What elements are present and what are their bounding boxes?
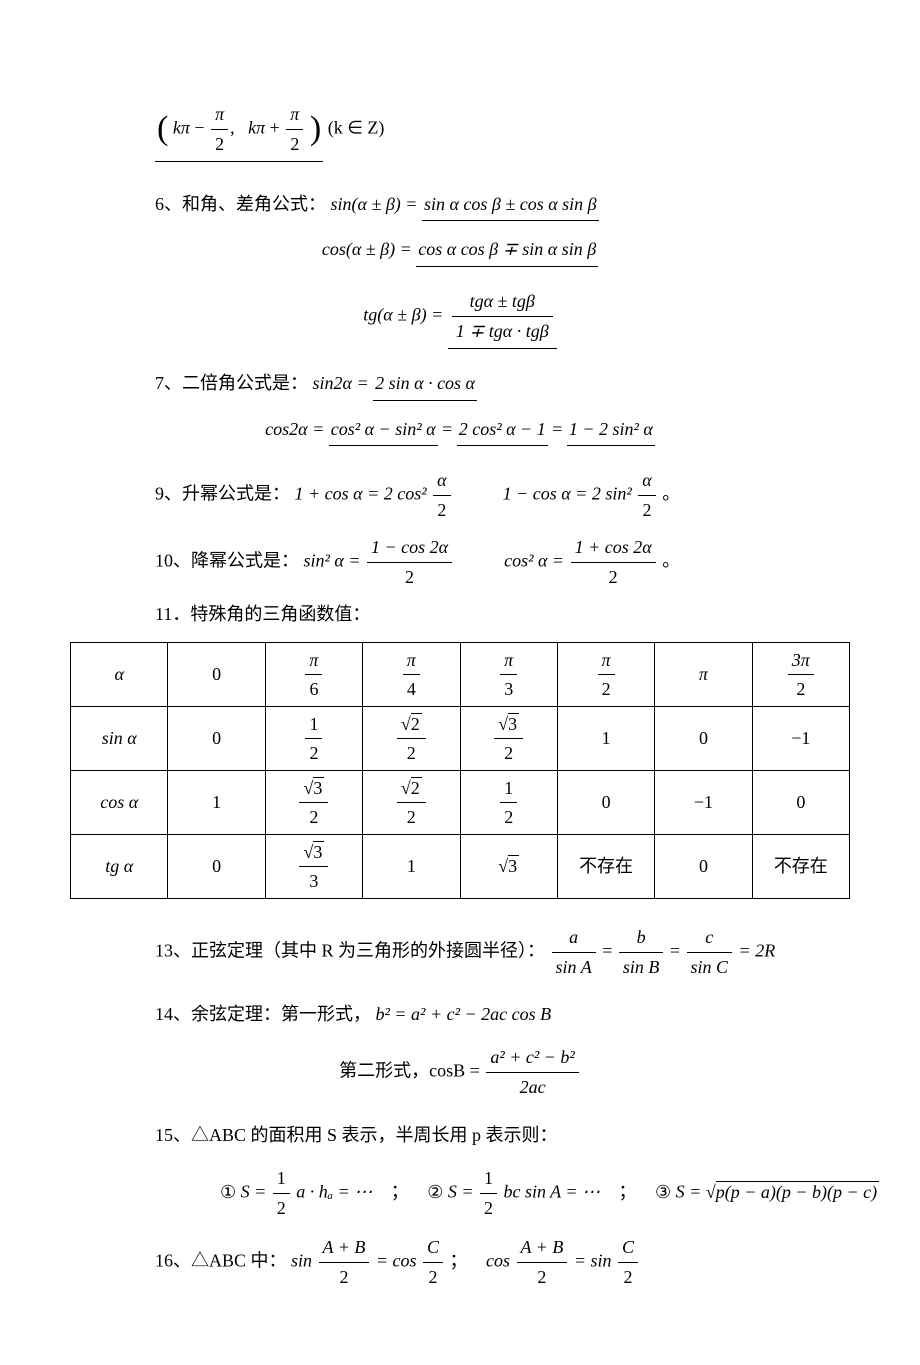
item-14-second: 第二形式，cosB = a² + c² − b²2ac <box>70 1043 850 1102</box>
item-16: 16、△ABC 中： sin A + B2 = cos C2 ； cos A +… <box>155 1233 850 1292</box>
table-head-row: α 0 π6 π4 π3 π2 π 3π2 <box>71 643 850 707</box>
item-14: 14、余弦定理：第一形式， b² = a² + c² − 2ac cos B <box>155 1000 850 1029</box>
item-6: 6、和角、差角公式： sin(α ± β) = sin α cos β ± co… <box>155 190 850 222</box>
item-6-label: 6、和角、差角公式： <box>155 194 326 214</box>
item-9: 9、升幂公式是： 1 + cos α = 2 cos² α2 1 − cos α… <box>155 466 850 525</box>
item-7-cos2: cos2α = cos² α − sin² α = 2 cos² α − 1 =… <box>70 415 850 447</box>
set-cond: (k ∈ Z) <box>328 117 385 137</box>
item-11: 11．特殊角的三角函数值： <box>155 600 850 629</box>
document-page: ( kπ − π2, kπ + π2 ) (k ∈ Z) 6、和角、差角公式： … <box>0 0 920 1365</box>
item-10: 10、降幂公式是： sin² α = 1 − cos 2α2 cos² α = … <box>155 533 850 592</box>
table-row: cos α 1 32 22 12 0 −1 0 <box>71 771 850 835</box>
item-15-formulas: ① S = 12 a · hₐ = ⋯ ； ② S = 12 bc sin A … <box>220 1164 850 1223</box>
item-15-label: 15、△ABC 的面积用 S 表示，半周长用 p 表示则： <box>155 1121 850 1150</box>
trig-values-table: α 0 π6 π4 π3 π2 π 3π2 sin α 0 12 22 32 1… <box>70 642 850 899</box>
item-6-tg: tg(α ± β) = tgα ± tgβ 1 ∓ tgα · tgβ <box>70 287 850 349</box>
item-13: 13、正弦定理（其中 R 为三角形的外接圆半径）： asin A = bsin … <box>155 923 850 982</box>
item-6-sin-rhs: sin α cos β ± cos α sin β <box>422 190 599 222</box>
table-row: sin α 0 12 22 32 1 0 −1 <box>71 707 850 771</box>
table-row: tg α 0 33 1 3 不存在 0 不存在 <box>71 835 850 899</box>
formula-interval: ( kπ − π2, kπ + π2 ) (k ∈ Z) <box>155 100 850 162</box>
item-7: 7、二倍角公式是： sin2α = 2 sin α · cos α <box>155 369 850 401</box>
item-6-cos: cos(α ± β) = cos α cos β ∓ sin α sin β <box>70 235 850 267</box>
